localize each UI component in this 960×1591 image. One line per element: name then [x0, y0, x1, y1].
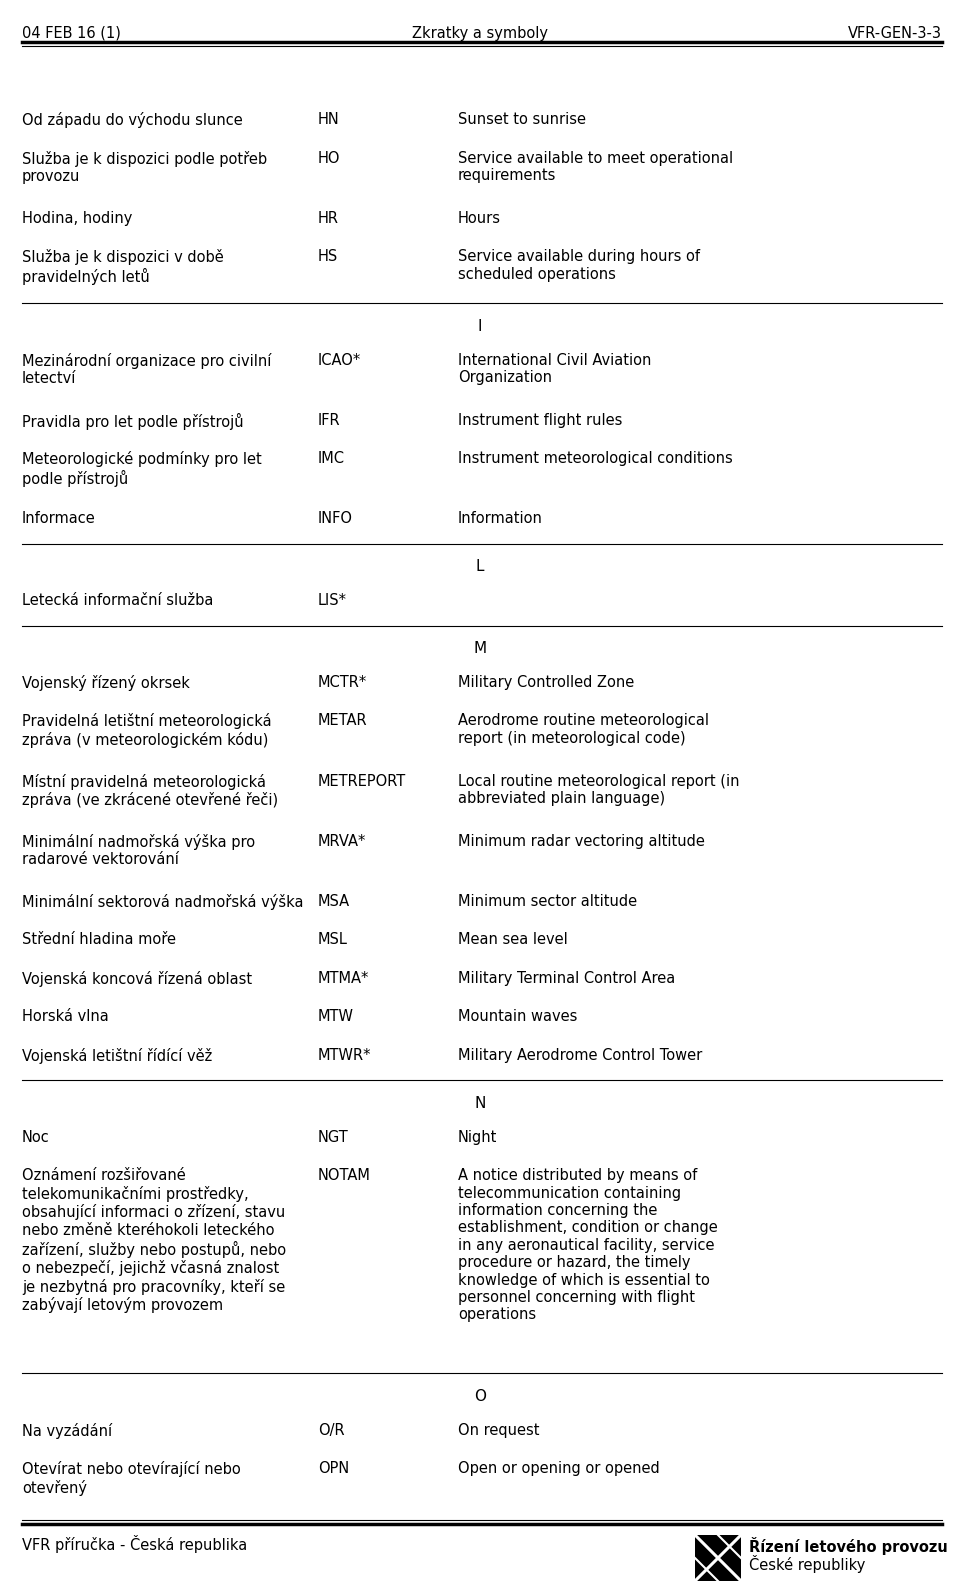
Text: Letecká informační služba: Letecká informační služba	[22, 593, 213, 608]
Text: Local routine meteorological report (in
abbreviated plain language): Local routine meteorological report (in …	[458, 773, 739, 807]
Text: MTW: MTW	[318, 1009, 354, 1025]
Text: Vojenský řízený okrsek: Vojenský řízený okrsek	[22, 675, 190, 690]
Text: MRVA*: MRVA*	[318, 834, 367, 848]
Text: Minimum radar vectoring altitude: Minimum radar vectoring altitude	[458, 834, 705, 848]
Text: M: M	[473, 641, 487, 655]
Text: HN: HN	[318, 113, 340, 127]
Text: A notice distributed by means of
telecommunication containing
information concer: A notice distributed by means of telecom…	[458, 1168, 718, 1322]
Text: Služba je k dispozici v době
pravidelných letů: Služba je k dispozici v době pravidelnýc…	[22, 250, 224, 285]
Text: 04 FEB 16 (1): 04 FEB 16 (1)	[22, 25, 121, 41]
Text: Služba je k dispozici podle potřeb
provozu: Služba je k dispozici podle potřeb provo…	[22, 151, 267, 185]
Text: Informace: Informace	[22, 511, 96, 527]
Text: O: O	[474, 1389, 486, 1403]
Text: N: N	[474, 1096, 486, 1111]
Text: MTWR*: MTWR*	[318, 1048, 372, 1063]
Text: Minimální sektorová nadmořská výška: Minimální sektorová nadmořská výška	[22, 894, 303, 910]
Text: Service available to meet operational
requirements: Service available to meet operational re…	[458, 151, 733, 183]
Text: Military Aerodrome Control Tower: Military Aerodrome Control Tower	[458, 1048, 703, 1063]
Text: Řízení letového provozu: Řízení letového provozu	[749, 1537, 948, 1554]
Text: NGT: NGT	[318, 1130, 348, 1144]
Text: Mean sea level: Mean sea level	[458, 932, 567, 947]
Text: INFO: INFO	[318, 511, 353, 527]
Text: Open or opening or opened: Open or opening or opened	[458, 1461, 660, 1476]
Text: Střední hladina moře: Střední hladina moře	[22, 932, 176, 947]
Text: České republiky: České republiky	[749, 1554, 865, 1573]
Text: METAR: METAR	[318, 713, 368, 729]
Text: International Civil Aviation
Organization: International Civil Aviation Organizatio…	[458, 353, 652, 385]
Text: MTMA*: MTMA*	[318, 971, 370, 986]
Text: On request: On request	[458, 1422, 540, 1438]
Text: HO: HO	[318, 151, 341, 165]
Text: MCTR*: MCTR*	[318, 675, 368, 690]
Text: IFR: IFR	[318, 412, 341, 428]
Text: Otevírat nebo otevírající nebo
otevřený: Otevírat nebo otevírající nebo otevřený	[22, 1461, 241, 1496]
Text: MSL: MSL	[318, 932, 348, 947]
Text: MSA: MSA	[318, 894, 350, 908]
Text: Pravidla pro let podle přístrojů: Pravidla pro let podle přístrojů	[22, 412, 244, 430]
Text: Military Terminal Control Area: Military Terminal Control Area	[458, 971, 675, 986]
Text: I: I	[478, 318, 482, 334]
Text: Pravidelná letištní meteorologická
zpráva (v meteorologickém kódu): Pravidelná letištní meteorologická zpráv…	[22, 713, 272, 748]
Text: Military Controlled Zone: Military Controlled Zone	[458, 675, 635, 690]
Text: Minimální nadmořská výška pro
radarové vektorování: Minimální nadmořská výška pro radarové v…	[22, 834, 255, 867]
Text: NOTAM: NOTAM	[318, 1168, 371, 1184]
Text: Místní pravidelná meteorologická
zpráva (ve zkrácené otevřené řeči): Místní pravidelná meteorologická zpráva …	[22, 773, 278, 808]
Text: VFR-GEN-3-3: VFR-GEN-3-3	[848, 25, 942, 41]
Text: L: L	[476, 560, 484, 574]
Text: Instrument meteorological conditions: Instrument meteorological conditions	[458, 452, 732, 466]
Text: HS: HS	[318, 250, 338, 264]
Text: Vojenská letištní řídící věž: Vojenská letištní řídící věž	[22, 1048, 212, 1064]
Text: Information: Information	[458, 511, 542, 527]
Text: Aerodrome routine meteorological
report (in meteorological code): Aerodrome routine meteorological report …	[458, 713, 709, 746]
Text: METREPORT: METREPORT	[318, 773, 406, 789]
Text: Zkratky a symboly: Zkratky a symboly	[412, 25, 548, 41]
Text: Mountain waves: Mountain waves	[458, 1009, 577, 1025]
Text: Instrument flight rules: Instrument flight rules	[458, 412, 622, 428]
Bar	[695, 1535, 741, 1581]
Text: Night: Night	[458, 1130, 497, 1144]
Text: Noc: Noc	[22, 1130, 50, 1144]
Text: VFR příručka - Česká republika: VFR příručka - Česká republika	[22, 1535, 248, 1553]
Text: ICAO*: ICAO*	[318, 353, 361, 368]
Text: Na vyzádání: Na vyzádání	[22, 1422, 112, 1438]
Text: OPN: OPN	[318, 1461, 349, 1476]
Text: Hours: Hours	[458, 212, 501, 226]
Text: IMC: IMC	[318, 452, 345, 466]
Text: HR: HR	[318, 212, 339, 226]
Text: Mezinárodní organizace pro civilní
letectví: Mezinárodní organizace pro civilní letec…	[22, 353, 272, 387]
Text: O/R: O/R	[318, 1422, 345, 1438]
Text: Hodina, hodiny: Hodina, hodiny	[22, 212, 132, 226]
Text: Meteorologické podmínky pro let
podle přístrojů: Meteorologické podmínky pro let podle př…	[22, 452, 262, 487]
Text: Sunset to sunrise: Sunset to sunrise	[458, 113, 586, 127]
Text: Service available during hours of
scheduled operations: Service available during hours of schedu…	[458, 250, 700, 282]
Text: Minimum sector altitude: Minimum sector altitude	[458, 894, 637, 908]
Text: Vojenská koncová řízená oblast: Vojenská koncová řízená oblast	[22, 971, 252, 986]
Text: LIS*: LIS*	[318, 593, 347, 608]
Text: Horská vlna: Horská vlna	[22, 1009, 108, 1025]
Text: Od západu do východu slunce: Od západu do východu slunce	[22, 113, 243, 129]
Text: Oznámení rozšiřované
telekomunikačními prostředky,
obsahující informaci o zřízen: Oznámení rozšiřované telekomunikačními p…	[22, 1168, 286, 1313]
